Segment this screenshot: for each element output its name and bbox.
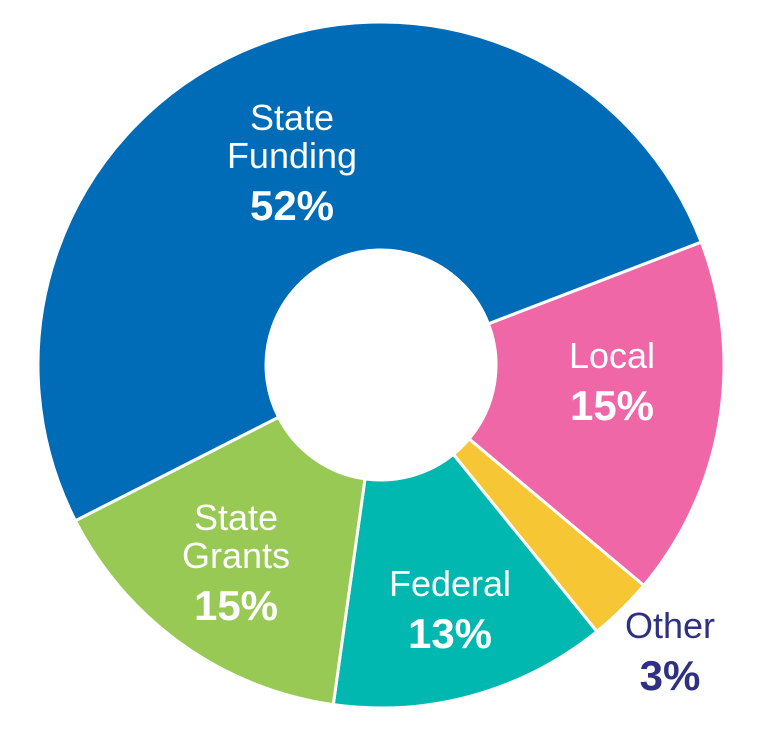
slice-name: Grants [182, 535, 290, 576]
slice-state-grants [73, 415, 367, 707]
slice-value: 15% [570, 382, 654, 429]
slice-name: State [194, 497, 278, 538]
slice-value: 52% [250, 182, 334, 229]
slice-label-federal: Federal 13% [389, 563, 511, 657]
slice-name: State [250, 97, 334, 138]
slice-value: 13% [408, 610, 492, 657]
slice-value: 15% [194, 582, 278, 629]
slice-name: Local [569, 335, 655, 376]
slice-name: Funding [227, 135, 357, 176]
slice-name: Other [625, 605, 715, 646]
slice-label-other: Other 3% [625, 605, 715, 699]
slice-local [466, 240, 726, 588]
slice-federal [331, 452, 599, 710]
slice-state-funding [36, 20, 704, 523]
slice-label-local: Local 15% [569, 335, 655, 429]
slice-name: Federal [389, 563, 511, 604]
slice-value: 3% [640, 652, 701, 699]
